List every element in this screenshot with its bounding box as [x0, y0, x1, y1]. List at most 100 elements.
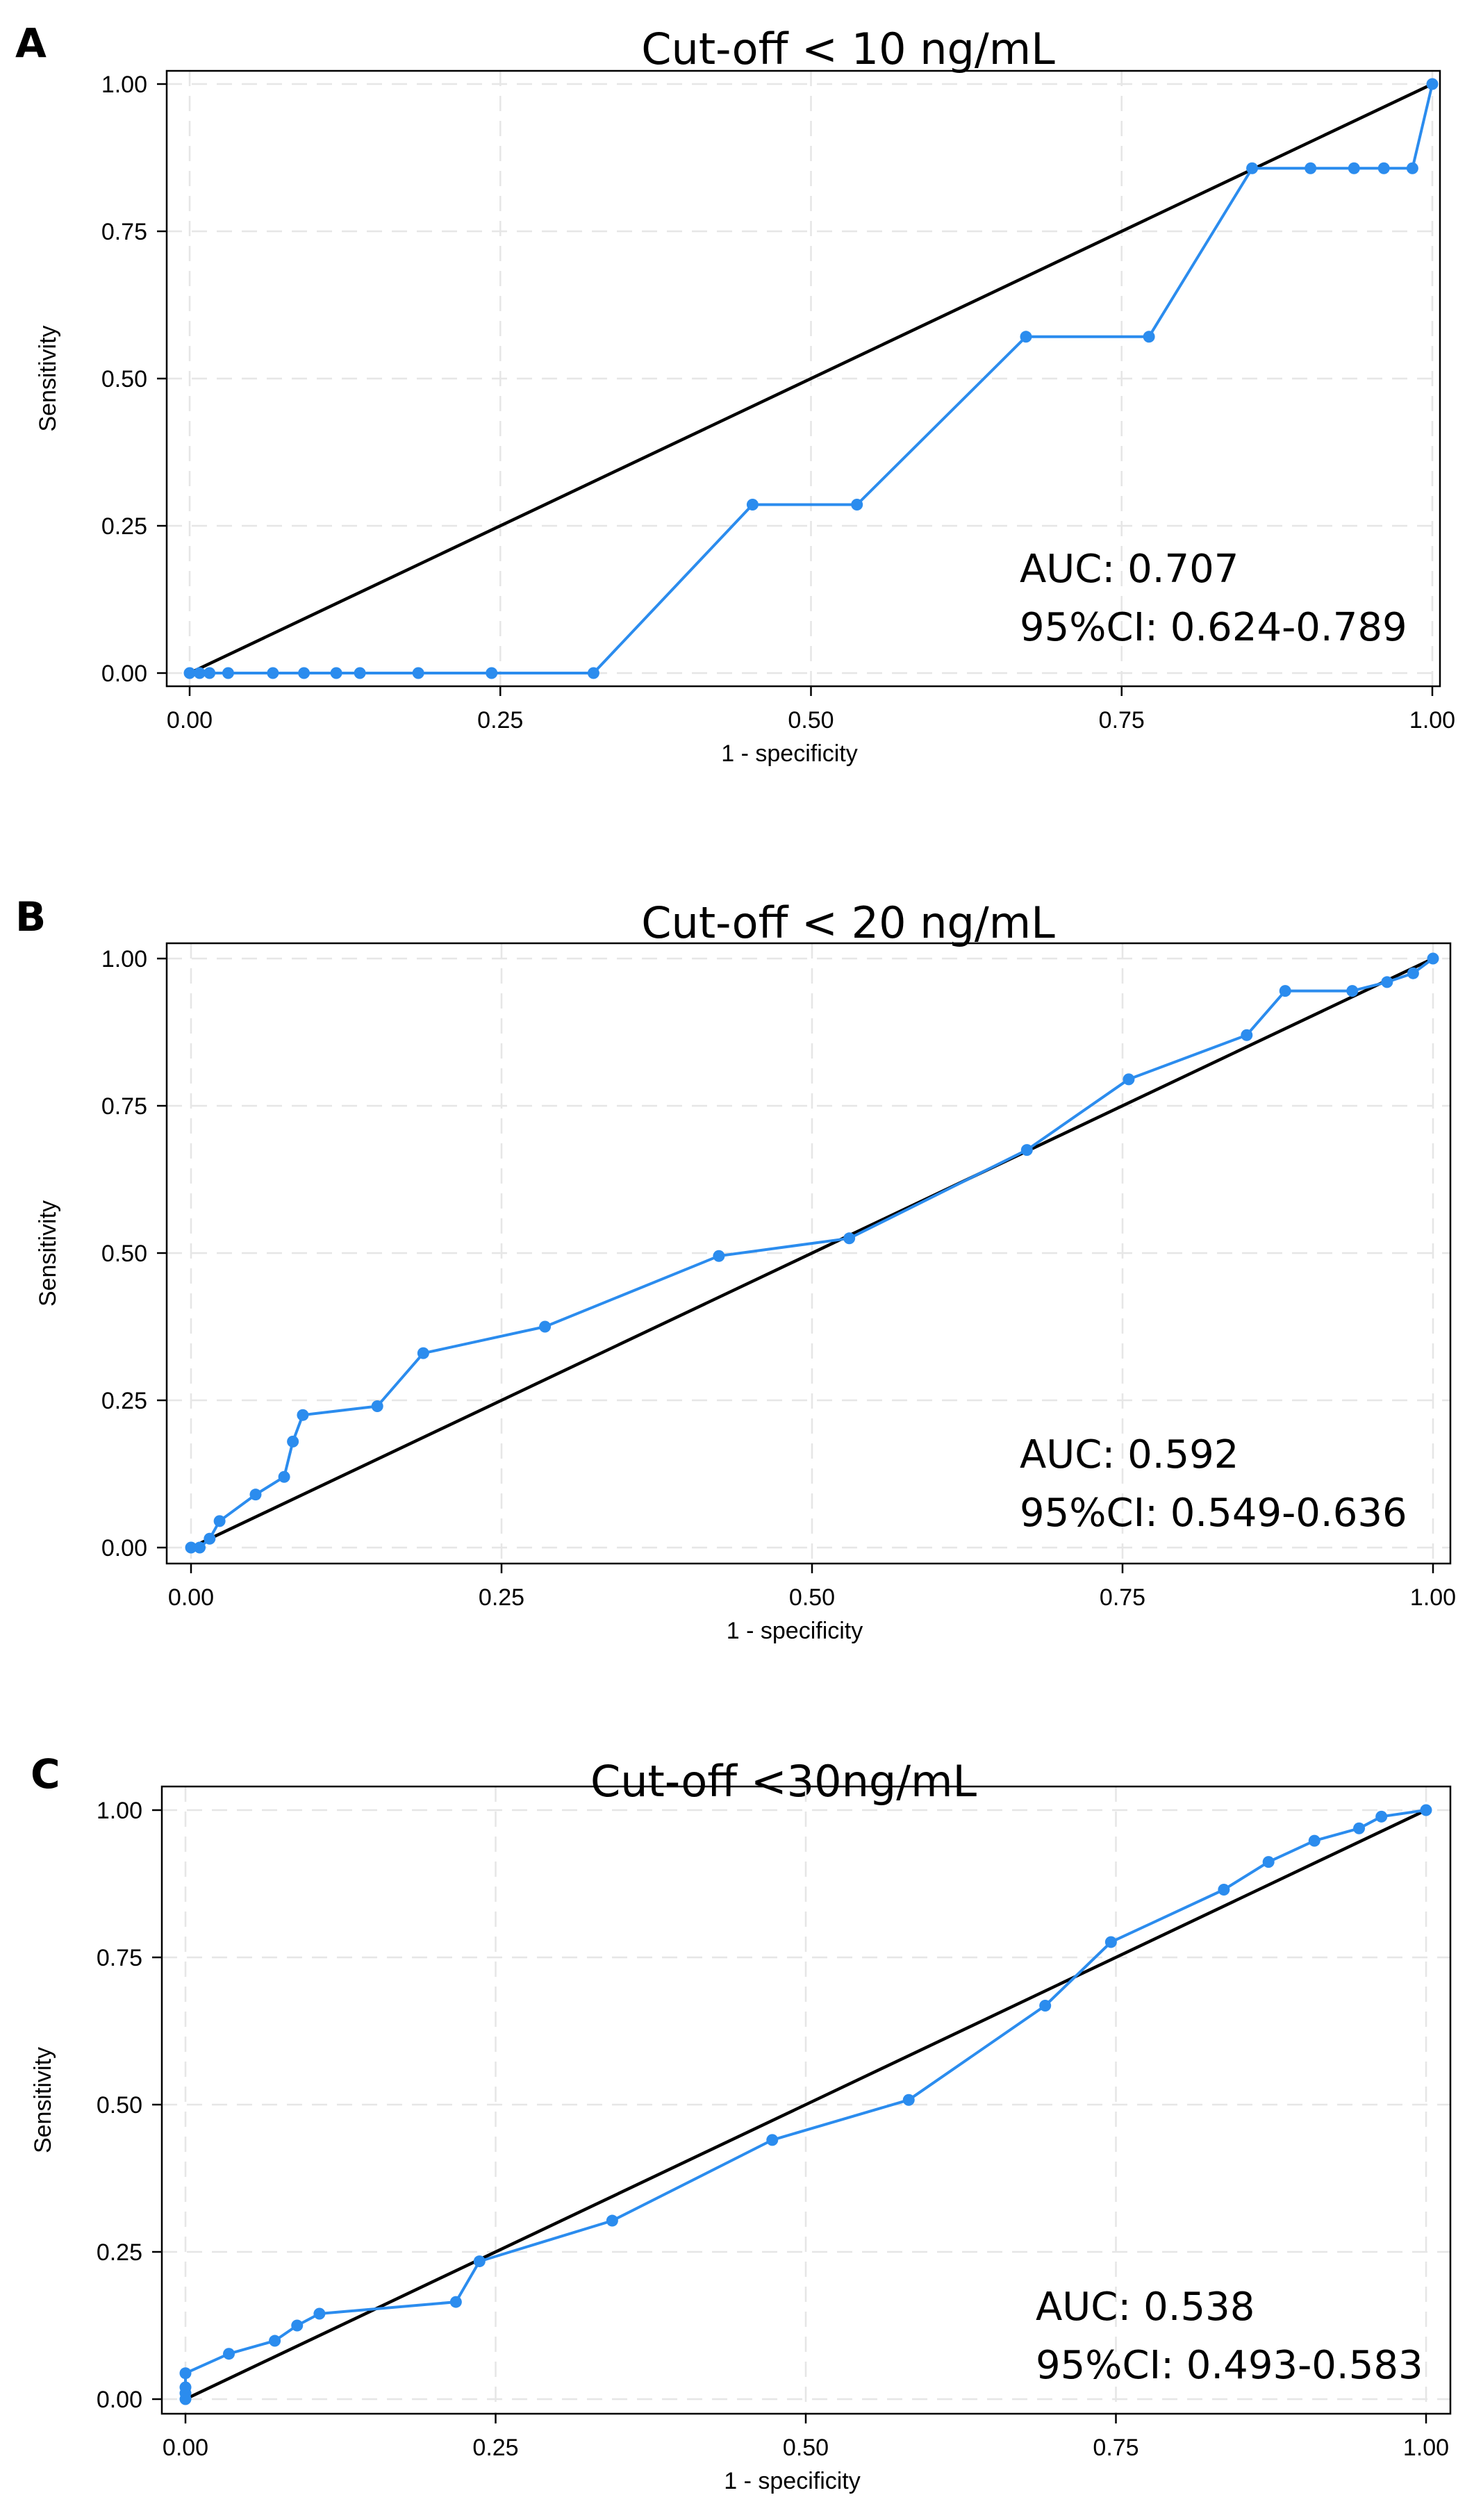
roc-point — [291, 2319, 304, 2332]
x-tick-label: 0.50 — [788, 707, 834, 733]
y-tick-label: 0.25 — [101, 1388, 147, 1414]
roc-point — [194, 1541, 206, 1554]
y-tick-label: 0.00 — [101, 1535, 147, 1561]
y-tick-label: 0.25 — [97, 2239, 142, 2266]
roc-point — [1246, 162, 1259, 174]
roc-point — [213, 1515, 226, 1527]
y-tick-label: 0.50 — [97, 2092, 142, 2119]
roc-point — [1426, 78, 1439, 90]
y-tick-label: 0.75 — [97, 1945, 142, 1971]
y-tick-label: 0.75 — [101, 219, 147, 245]
auc-annotation: AUC: 0.592 — [1020, 1432, 1239, 1477]
y-tick-label: 0.00 — [101, 661, 147, 687]
x-axis-label: 1 - specificity — [721, 740, 858, 767]
chart-title: Cut-off < 10 ng/mL — [641, 24, 1055, 74]
roc-point — [412, 667, 424, 679]
roc-point — [1020, 331, 1032, 343]
roc-point — [193, 667, 206, 679]
roc-point — [249, 1489, 262, 1501]
x-tick-label: 0.25 — [472, 2435, 518, 2461]
roc-point — [204, 1532, 216, 1545]
y-tick-label: 0.50 — [101, 1241, 147, 1267]
x-tick-label: 0.25 — [479, 1584, 524, 1611]
roc-point — [1143, 331, 1155, 343]
x-tick-label: 0.75 — [1100, 1584, 1145, 1611]
ci-annotation: 95%CI: 0.549-0.636 — [1020, 1491, 1407, 1536]
roc-point — [179, 2367, 192, 2380]
chart-panel-a: A Cut-off < 10 ng/mL 0.00 0.25 0.50 0.75 1.00 0… — [15, 19, 1455, 767]
roc-point — [449, 2296, 462, 2308]
x-tick-label: 0.00 — [167, 707, 213, 733]
y-tick-label: 1.00 — [97, 1798, 142, 1824]
y-tick-label: 1.00 — [101, 946, 147, 972]
roc-point — [1308, 1834, 1320, 1847]
reference-diagonal-line — [189, 82, 1433, 675]
chart-panel-b: B Cut-off < 20 ng/mL 0.00 0.25 0.50 0.75 1.00 0… — [15, 893, 1456, 1644]
x-tick-label: 1.00 — [1410, 1584, 1456, 1611]
roc-point — [330, 667, 342, 679]
x-tick-label: 0.50 — [783, 2435, 829, 2461]
y-axis-label: Sensitivity — [35, 325, 61, 431]
x-tick-label: 0.00 — [168, 1584, 214, 1611]
roc-point — [267, 667, 279, 679]
y-tick-label: 0.75 — [101, 1093, 147, 1120]
x-axis-label: 1 - specificity — [727, 1618, 863, 1644]
roc-point — [587, 667, 599, 679]
chart-title: Cut-off <30ng/mL — [590, 1756, 977, 1807]
roc-point — [1353, 1822, 1366, 1834]
auc-annotation: AUC: 0.538 — [1036, 2285, 1254, 2330]
roc-point — [1375, 1810, 1388, 1823]
y-tick-label: 0.25 — [101, 513, 147, 540]
roc-point — [287, 1435, 299, 1448]
roc-point — [713, 1250, 725, 1262]
x-tick-label: 1.00 — [1403, 2435, 1449, 2461]
roc-point — [1420, 1804, 1432, 1816]
roc-point — [417, 1347, 429, 1359]
roc-point — [1020, 1144, 1033, 1157]
y-tick-label: 1.00 — [101, 72, 147, 98]
roc-point — [297, 1409, 309, 1421]
roc-point — [1427, 952, 1439, 965]
ci-annotation: 95%CI: 0.493-0.583 — [1036, 2343, 1423, 2388]
roc-point — [1381, 976, 1393, 988]
roc-point — [313, 2307, 326, 2320]
roc-point — [606, 2214, 618, 2227]
chart-panel-c: C Cut-off <30ng/mL 0.00 0.25 0.50 0.75 1.00 0.0… — [30, 1750, 1452, 2494]
roc-point — [766, 2134, 779, 2146]
x-tick-label: 0.50 — [789, 1584, 835, 1611]
roc-point — [1305, 162, 1317, 174]
panel-letter: C — [31, 1750, 60, 1798]
roc-point — [746, 498, 759, 511]
roc-point — [1279, 985, 1291, 997]
y-tick-label: 0.50 — [101, 366, 147, 392]
roc-point — [269, 2335, 281, 2347]
roc-point — [1104, 1936, 1117, 1948]
roc-point — [486, 667, 498, 679]
x-tick-label: 0.25 — [477, 707, 523, 733]
roc-point — [1241, 1029, 1253, 1041]
roc-point — [1346, 985, 1359, 997]
roc-point — [843, 1232, 856, 1245]
roc-point — [298, 667, 310, 679]
roc-point — [1123, 1073, 1135, 1086]
panel-letter: A — [15, 19, 47, 67]
roc-point — [223, 2348, 235, 2360]
roc-point — [185, 1541, 197, 1554]
reference-diagonal-line — [190, 956, 1434, 1550]
y-axis-label: Sensitivity — [30, 2047, 56, 2153]
roc-point — [1039, 2000, 1052, 2012]
roc-point — [278, 1470, 290, 1483]
x-tick-label: 1.00 — [1409, 707, 1455, 733]
y-tick-label: 0.00 — [97, 2387, 142, 2413]
roc-point — [1377, 162, 1390, 174]
roc-point — [183, 667, 196, 679]
roc-point — [179, 2381, 192, 2394]
roc-point — [1407, 967, 1419, 979]
roc-point — [851, 498, 863, 511]
roc-point — [222, 667, 234, 679]
roc-point — [473, 2255, 486, 2268]
roc-point — [902, 2094, 915, 2106]
roc-point — [371, 1400, 383, 1412]
roc-point — [1348, 162, 1360, 174]
